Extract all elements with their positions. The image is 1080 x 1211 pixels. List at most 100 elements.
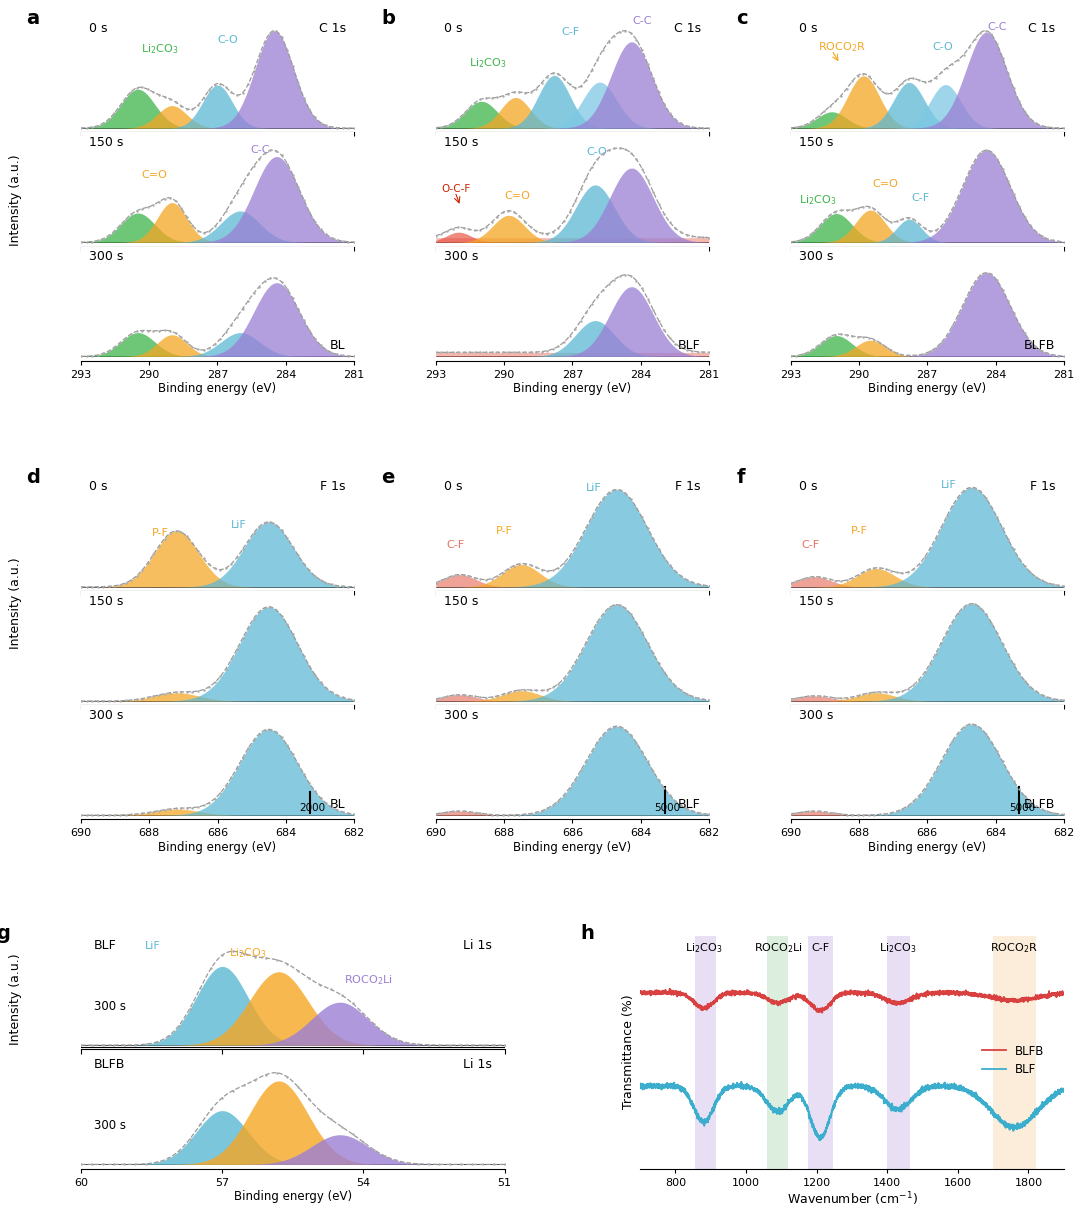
Point <box>477 804 495 823</box>
Point <box>966 595 983 614</box>
Point <box>289 636 307 655</box>
Point <box>700 690 717 710</box>
Point <box>787 117 805 137</box>
Point <box>833 86 850 105</box>
Point <box>977 604 995 624</box>
Point <box>794 345 811 365</box>
Point <box>134 561 151 580</box>
Point <box>1039 573 1056 592</box>
Point <box>805 567 822 586</box>
Point <box>905 346 922 366</box>
Point <box>656 205 673 224</box>
Text: Li$_2$CO$_3$: Li$_2$CO$_3$ <box>229 946 267 960</box>
Point <box>561 546 578 566</box>
Point <box>346 578 363 597</box>
Point <box>488 207 505 226</box>
Point <box>666 676 684 695</box>
Text: 150 s: 150 s <box>444 595 478 608</box>
Point <box>145 802 162 821</box>
Point <box>134 689 151 708</box>
Point <box>467 803 484 822</box>
Point <box>650 194 667 213</box>
Point <box>240 532 257 551</box>
Point <box>295 310 312 329</box>
Point <box>1039 802 1056 821</box>
Point <box>156 529 173 549</box>
Point <box>173 522 190 541</box>
Point <box>203 1100 220 1119</box>
Point <box>700 228 717 247</box>
Point <box>882 212 900 231</box>
Point <box>522 556 539 575</box>
Point <box>323 575 340 595</box>
Point <box>627 733 645 752</box>
Point <box>833 572 850 591</box>
Point <box>72 805 90 825</box>
Point <box>212 210 229 229</box>
Point <box>673 567 690 586</box>
Point <box>117 328 134 348</box>
Point <box>805 802 822 821</box>
Point <box>860 67 877 86</box>
Point <box>217 322 234 342</box>
Point <box>972 482 989 501</box>
Point <box>328 230 346 249</box>
Point <box>955 45 972 64</box>
Point <box>167 799 185 819</box>
Point <box>639 633 657 653</box>
Point <box>794 688 811 707</box>
Point <box>444 566 461 585</box>
Point <box>678 225 696 245</box>
Point <box>854 562 872 581</box>
Point <box>474 1155 491 1175</box>
Point <box>268 601 285 620</box>
Point <box>826 804 843 823</box>
Point <box>511 681 528 700</box>
Point <box>145 195 162 214</box>
Point <box>111 805 129 825</box>
Text: 300 s: 300 s <box>94 999 125 1012</box>
Point <box>921 654 939 673</box>
Point <box>661 328 678 348</box>
Point <box>854 197 872 217</box>
Point <box>167 521 185 540</box>
Point <box>882 84 900 103</box>
Point <box>340 346 357 366</box>
Point <box>656 662 673 682</box>
Point <box>838 201 855 220</box>
Point <box>261 597 279 616</box>
Point <box>1022 109 1039 128</box>
Text: Intensity (a.u.): Intensity (a.u.) <box>9 154 22 246</box>
Point <box>905 676 922 695</box>
BLF <box>734 1074 747 1089</box>
Point <box>145 321 162 340</box>
Text: BL: BL <box>330 339 346 352</box>
Point <box>334 576 351 596</box>
Point <box>611 481 629 500</box>
Point <box>449 218 467 237</box>
Point <box>428 117 445 137</box>
Point <box>872 333 889 352</box>
Point <box>284 57 301 76</box>
Point <box>882 340 900 360</box>
Point <box>496 1155 513 1175</box>
Point <box>572 76 590 96</box>
Point <box>234 299 252 318</box>
Point <box>983 143 1000 162</box>
Point <box>555 69 572 88</box>
Point <box>1039 117 1056 137</box>
Point <box>594 604 611 624</box>
Point <box>939 326 956 345</box>
Point <box>821 327 838 346</box>
Point <box>307 665 324 684</box>
Point <box>251 517 268 536</box>
Point <box>1050 804 1067 823</box>
Point <box>284 745 301 764</box>
Point <box>201 677 218 696</box>
Point <box>268 951 285 970</box>
Point <box>444 219 461 239</box>
Point <box>461 685 478 705</box>
Point <box>483 88 500 108</box>
Point <box>905 210 922 229</box>
Text: C-F: C-F <box>801 540 820 550</box>
